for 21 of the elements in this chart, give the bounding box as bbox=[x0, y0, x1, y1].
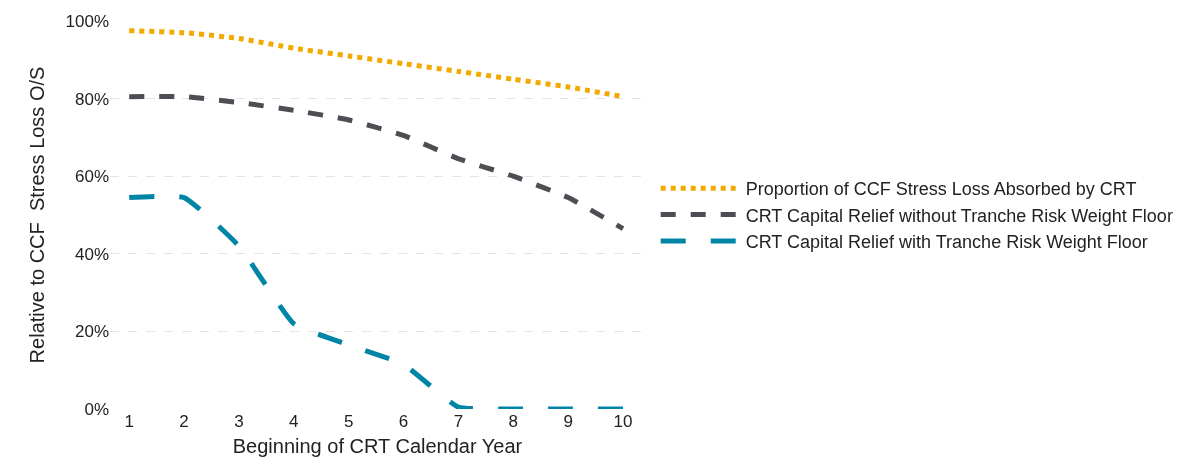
x-tick-label: 4 bbox=[289, 412, 299, 431]
y-tick-label: 80% bbox=[74, 89, 109, 109]
y-axis-title: Relative to CCF Stress Loss O/S bbox=[26, 66, 49, 364]
y-tick-label: 100% bbox=[65, 11, 109, 31]
legend-label: CRT Capital Relief without Tranche Risk Weight Floor bbox=[745, 205, 1173, 226]
x-tick-label: 2 bbox=[179, 412, 189, 431]
x-tick-label: 1 bbox=[124, 412, 134, 431]
legend-label: Proportion of CCF Stress Loss Absorbed by CRT bbox=[745, 179, 1137, 200]
x-tick-label: 8 bbox=[508, 412, 519, 431]
x-tick-label: 10 bbox=[613, 412, 633, 431]
y-tick-label: 40% bbox=[74, 244, 109, 264]
x-tick-label: 5 bbox=[343, 412, 354, 431]
y-tick-label: 0% bbox=[84, 399, 109, 419]
x-tick-label: 9 bbox=[563, 412, 573, 431]
y-tick-label: 20% bbox=[74, 322, 109, 342]
x-axis-title: Beginning of CRT Calendar Year bbox=[232, 434, 523, 457]
legend-label: CRT Capital Relief with Tranche Risk Weight Floor bbox=[745, 232, 1148, 253]
x-tick-label: 3 bbox=[234, 412, 244, 431]
y-tick-label: 60% bbox=[74, 167, 109, 187]
x-tick-label: 7 bbox=[453, 412, 464, 431]
x-tick-label: 6 bbox=[398, 412, 409, 431]
